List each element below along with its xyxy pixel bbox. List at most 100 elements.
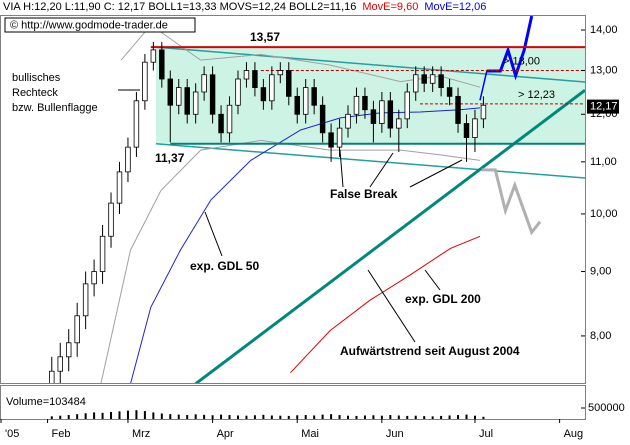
level-label: 11,37 [155, 151, 185, 165]
candle-body [99, 235, 106, 272]
volume-bar [135, 410, 138, 419]
candle-body [74, 315, 80, 344]
candle-body [480, 104, 487, 120]
candle-body [463, 123, 470, 138]
candle-body [57, 356, 63, 372]
volume-bar [355, 415, 358, 419]
volume-bar [194, 414, 197, 419]
candle-body [294, 95, 300, 115]
level-label: > 13,00 [503, 55, 540, 67]
annotation: Rechteck [12, 87, 58, 99]
volume-bar [338, 415, 341, 419]
volume-bar [84, 413, 87, 419]
indicator-line [155, 143, 585, 179]
arrow [204, 211, 223, 257]
volume-bar [389, 415, 392, 419]
volume-bar [287, 415, 290, 419]
level-label: 13,57 [250, 30, 280, 44]
candle-body [150, 49, 157, 63]
candle-body [302, 87, 309, 115]
candle-body [184, 87, 190, 115]
candle-body [167, 78, 174, 106]
indicator-line [479, 70, 488, 101]
volume-bar [160, 413, 163, 419]
candle-body [125, 146, 131, 173]
volume-bar [220, 414, 223, 419]
candle-body [133, 100, 140, 148]
volume-bar [262, 414, 265, 419]
y-tick-label: 9,00 [590, 265, 611, 277]
volume-bar [76, 414, 79, 419]
indicator-line [155, 46, 585, 83]
x-tick-label: Feb [52, 428, 71, 440]
volume-bar [228, 415, 231, 419]
candle-body [396, 118, 402, 129]
source-box [4, 17, 196, 33]
volume-bar [211, 415, 214, 419]
volume-bar [457, 415, 460, 419]
candle-body [328, 132, 334, 148]
arrow [369, 152, 394, 188]
candle-body [455, 95, 461, 124]
candle-body [472, 118, 478, 138]
last-price-label: 12,17 [590, 101, 618, 113]
volume-bar [270, 415, 273, 419]
volume-bar [186, 415, 189, 419]
x-tick-label: Mrz [132, 428, 150, 440]
volume-frame [0, 385, 586, 420]
arrow [367, 269, 416, 343]
volume-bar [448, 415, 451, 419]
candle-body [319, 104, 326, 134]
arrows [118, 89, 463, 343]
x-tick-label: Jun [386, 428, 404, 440]
volume-bar [245, 415, 248, 419]
volume-label: Volume=103484 [6, 396, 86, 408]
annotation: False Break [330, 187, 398, 201]
candle-body [201, 74, 207, 93]
indicator-line [100, 139, 481, 383]
arrow [424, 269, 441, 291]
indicator-line [290, 235, 481, 374]
annotation: Aufwärtstrend seit August 2004 [340, 344, 520, 358]
volume-bar [203, 414, 206, 419]
annotation: exp. GDL 200 [405, 292, 481, 306]
candle-body [192, 91, 199, 115]
volume-bar [126, 410, 129, 419]
marks [49, 15, 585, 383]
y-tick-label: 14,00 [590, 24, 618, 36]
candle-body [412, 74, 419, 93]
candle-body [277, 70, 284, 76]
volume-bar [363, 415, 366, 419]
candle-body [379, 100, 385, 124]
candle-body [243, 70, 250, 80]
x-tick-label: Mai [301, 428, 319, 440]
volume-bar [423, 416, 426, 419]
volume-bar [313, 415, 316, 419]
candle-body [269, 74, 275, 102]
candle-body [429, 74, 436, 84]
x-tick-label: '05 [5, 428, 19, 440]
candle-body [438, 74, 444, 89]
candle-body [235, 78, 241, 106]
arrow [409, 159, 463, 188]
volume-bar [93, 412, 96, 419]
candle-body [345, 113, 351, 129]
volume-bar [236, 415, 239, 419]
indicator-line [194, 89, 585, 383]
candle-body [311, 87, 317, 106]
indicator-line [481, 168, 542, 236]
candle-body [82, 283, 89, 317]
y-tick-label: 10,00 [590, 208, 618, 220]
candle-body [362, 95, 368, 111]
volume-bar [50, 416, 53, 419]
x-tick-label: Apr [217, 428, 234, 440]
volume-bar [253, 415, 256, 419]
level-label: > 12,23 [518, 89, 555, 101]
volume-bar [431, 416, 434, 419]
volume-bar [473, 415, 476, 419]
candle-body [49, 370, 55, 383]
last-price-box [587, 99, 619, 114]
volume-bar [101, 412, 104, 419]
candle-body [387, 100, 394, 129]
